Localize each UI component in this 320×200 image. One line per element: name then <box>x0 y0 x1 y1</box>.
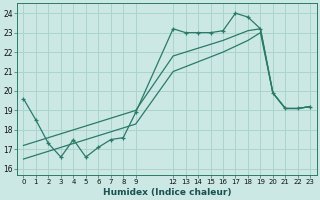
X-axis label: Humidex (Indice chaleur): Humidex (Indice chaleur) <box>103 188 231 197</box>
